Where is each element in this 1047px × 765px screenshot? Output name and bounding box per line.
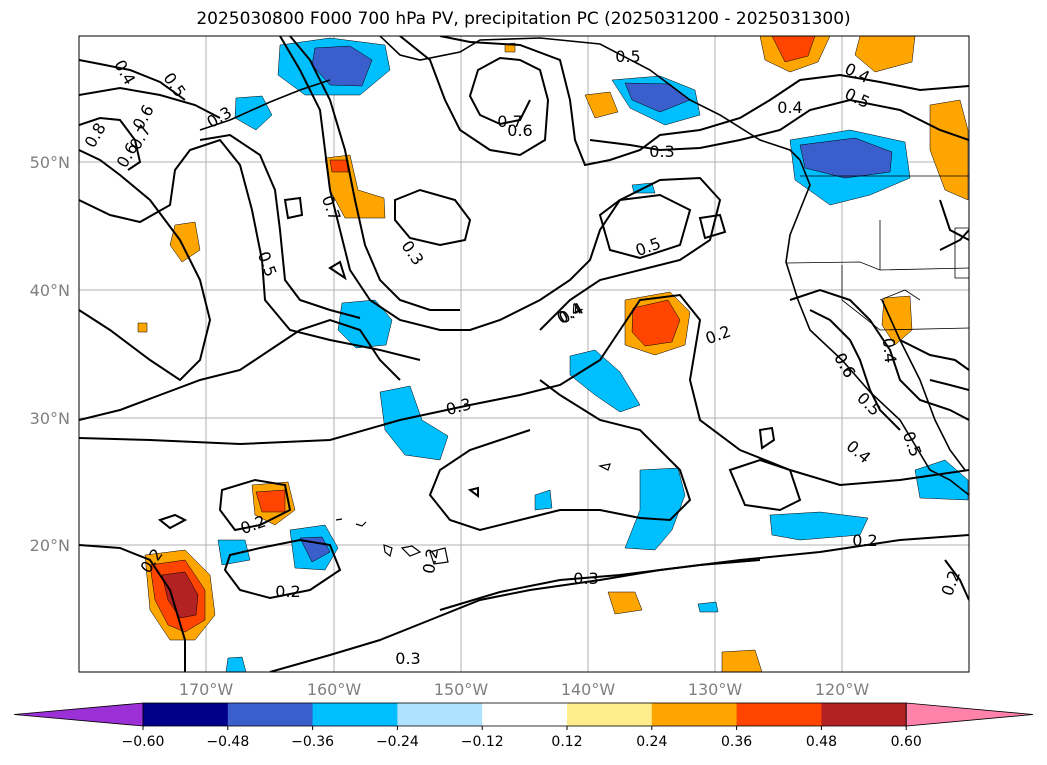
colorbar-segment [227,703,314,726]
contour-label: 0.6 [507,121,532,140]
contour-label: 0.4 [777,98,802,117]
colorbar-tick-label: 0.24 [636,734,667,750]
precip-positive-fills [137,36,969,672]
lon-tick-label: 170°W [179,680,234,699]
colorbar-segment [482,703,568,726]
contour-label: 0.3 [395,649,420,668]
colorbar-tick-label: 0.36 [721,734,752,750]
colorbar-tick-label: −0.60 [122,734,165,750]
lon-tick-label: 160°W [307,680,362,699]
plot-frame [78,35,970,673]
contour-label: 0.3 [573,569,598,588]
colorbar-extend-high [905,702,1034,727]
colorbar-tick-label: −0.48 [206,734,249,750]
colorbar-tick-label: 0.12 [551,734,582,750]
colorbar-segment [312,703,398,726]
contour-label: 0.3 [649,142,674,161]
colorbar-extend-low [13,702,144,727]
lat-tick-label: 40°N [30,281,70,300]
colorbar-segment [736,703,822,726]
contour-label: 0.2 [852,531,877,550]
contour-label: 0.5 [615,47,640,66]
lon-tick-label: 150°W [434,680,489,699]
colorbar-segment [821,703,907,726]
precip-negative-fills [217,37,969,672]
colorbar-tick-label: 0.48 [806,734,837,750]
colorbar-tick-label: 0.60 [891,734,922,750]
coastlines [199,36,969,496]
colorbar-segment [567,703,653,726]
colorbar-segment [397,703,483,726]
hawaii-islands [335,463,611,565]
colorbar-segment [143,703,229,726]
lat-tick-label: 50°N [30,153,70,172]
lat-tick-label: 30°N [30,409,70,428]
lon-tick-label: 130°W [688,680,743,699]
lon-tick-label: 140°W [561,680,616,699]
colorbar-tick-label: −0.24 [376,734,419,750]
borders [785,175,969,331]
colorbar-tick-label: −0.36 [291,734,334,750]
lat-tick-label: 20°N [30,536,70,555]
contour-label: 0.4 [879,337,900,364]
map-title: 2025030800 F000 700 hPa PV, precipitatio… [196,9,851,29]
colorbar-tick-label: −0.12 [461,734,504,750]
lon-tick-label: 120°W [815,680,870,699]
lat-axis-labels: 50°N 40°N 30°N 20°N [30,153,70,555]
contour-label: 0.7 [497,112,522,131]
colorbar-frame [142,702,907,727]
colorbar-segment [651,703,738,726]
pv-contours [79,36,969,672]
colorbar: −0.60 −0.48 −0.36 −0.24 −0.12 0.12 0.24 0.36 0.4… [13,702,1034,750]
contour-label: 0.2 [275,582,300,601]
lon-axis-labels: 170°W 160°W 150°W 140°W 130°W 120°W [179,680,870,699]
contour-label: 0.2 [419,547,442,575]
